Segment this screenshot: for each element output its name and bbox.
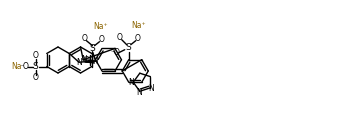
Text: O: O: [135, 34, 141, 43]
Text: O: O: [82, 34, 87, 43]
Text: Na: Na: [11, 62, 22, 71]
Text: O: O: [33, 73, 39, 82]
Text: O: O: [98, 35, 104, 44]
Text: ⁻O: ⁻O: [20, 62, 30, 71]
Text: N: N: [92, 57, 98, 66]
Text: ⁻O: ⁻O: [111, 48, 121, 57]
Text: S: S: [90, 44, 95, 53]
Text: S: S: [126, 43, 132, 52]
Text: O: O: [117, 33, 123, 42]
Text: N: N: [81, 55, 87, 64]
Text: N: N: [136, 88, 142, 97]
Text: O⁻: O⁻: [84, 56, 93, 65]
Text: N: N: [149, 84, 154, 93]
Text: O: O: [33, 51, 39, 60]
Text: Na⁺: Na⁺: [131, 21, 146, 30]
Text: N: N: [128, 78, 134, 87]
Text: N: N: [76, 58, 82, 67]
Text: S: S: [33, 62, 39, 71]
Text: Na⁺: Na⁺: [93, 22, 108, 31]
